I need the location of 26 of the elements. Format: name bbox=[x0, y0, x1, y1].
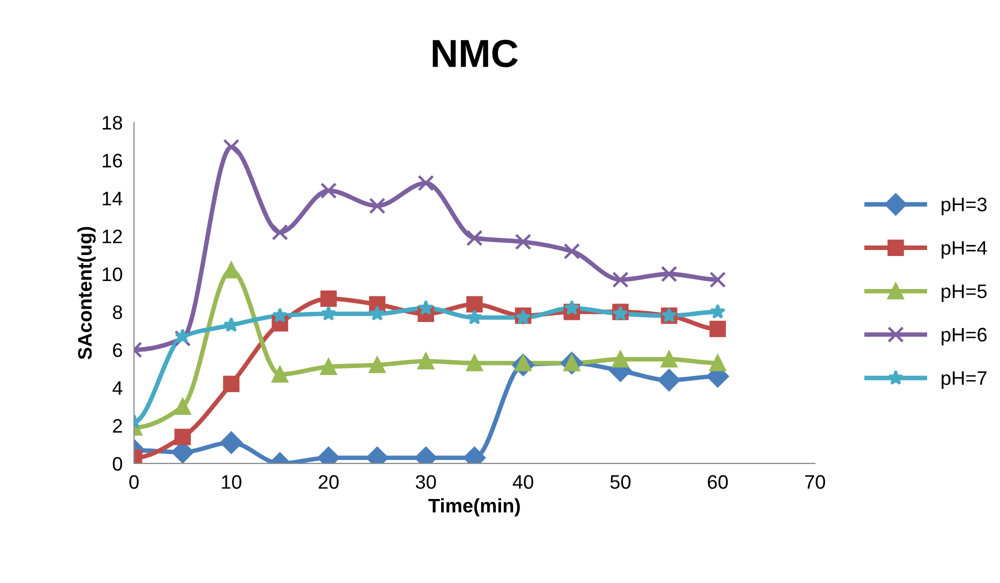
legend-label: pH=5 bbox=[942, 284, 987, 302]
y-tick-label: 14 bbox=[102, 192, 122, 206]
x-tick-label: 20 bbox=[318, 475, 339, 489]
y-tick-label: 0 bbox=[112, 456, 122, 471]
legend-label: pH=6 bbox=[942, 328, 987, 346]
y-tick-label: 12 bbox=[102, 230, 122, 244]
x-tick-label: 70 bbox=[805, 475, 826, 489]
y-tick-label: 4 bbox=[112, 381, 122, 395]
y-tick-label: 10 bbox=[102, 267, 122, 282]
y-axis-title: SAcontent(ug) bbox=[77, 226, 96, 360]
x-tick-label: 50 bbox=[610, 475, 630, 489]
legend-label: pH=3 bbox=[942, 198, 987, 216]
y-tick-label: 2 bbox=[113, 419, 122, 433]
legend-label: pH=4 bbox=[942, 241, 987, 259]
x-tick-label: 30 bbox=[416, 475, 436, 489]
legend-label: pH=7 bbox=[942, 371, 986, 389]
x-tick-label: 0 bbox=[129, 475, 139, 489]
x-axis-title: Time(min) bbox=[428, 498, 520, 516]
y-tick-label: 6 bbox=[113, 343, 122, 358]
x-tick-label: 40 bbox=[512, 475, 534, 489]
y-tick-label: 8 bbox=[112, 305, 122, 320]
chart-title: NMC bbox=[432, 40, 518, 68]
x-tick-label: 60 bbox=[708, 475, 728, 489]
x-tick-label: 10 bbox=[222, 475, 242, 489]
y-tick-label: 18 bbox=[102, 116, 122, 130]
y-tick-label: 16 bbox=[102, 154, 122, 168]
